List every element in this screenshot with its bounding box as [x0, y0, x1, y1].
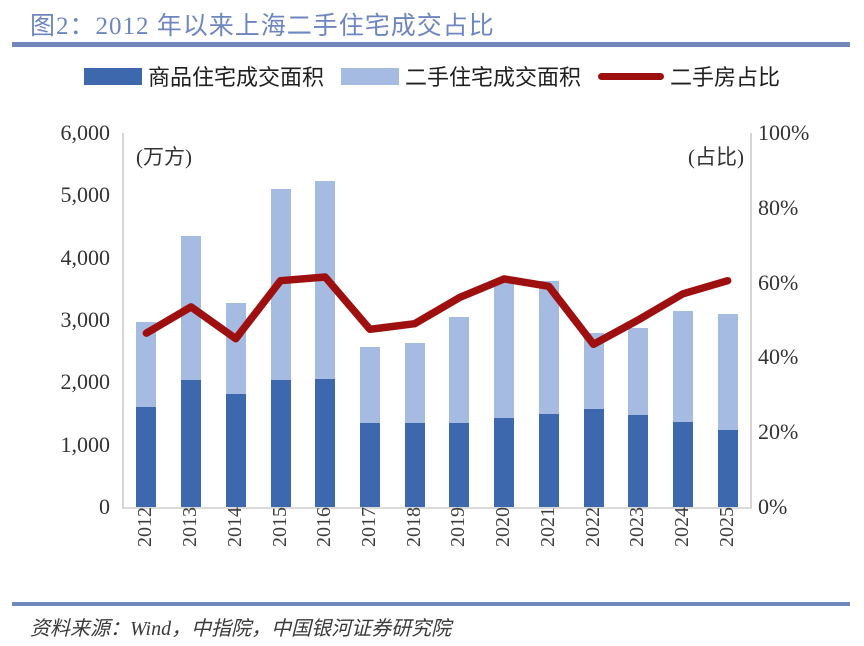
x-axis-tick-2013: 2013	[179, 507, 202, 547]
secondhand-bar-segment	[717, 314, 738, 430]
bar-column-2024	[672, 311, 693, 507]
newhome-bar-segment	[270, 379, 291, 507]
left-axis-tick: 5,000	[60, 182, 111, 208]
top-divider-rule	[12, 42, 850, 47]
newhome-bar-segment	[404, 423, 425, 507]
x-axis-tick-2021: 2021	[536, 507, 559, 547]
newhome-bar-segment	[359, 422, 380, 507]
legend-item-0: 商品住宅成交面积	[83, 60, 324, 92]
legend-label: 商品住宅成交面积	[147, 65, 324, 90]
newhome-bar-segment	[628, 415, 649, 507]
x-axis-tick-2012: 2012	[134, 507, 157, 547]
legend-label: 二手住宅成交面积	[404, 65, 581, 90]
bar-column-2016	[315, 181, 336, 507]
left-axis-tick: 3,000	[60, 307, 111, 332]
right-axis-tick: 100%	[758, 120, 810, 145]
x-axis-tick-2017: 2017	[357, 507, 380, 547]
secondhand-bar-segment	[583, 333, 604, 409]
newhome-bar-segment	[449, 422, 470, 507]
right-axis-tick: 0%	[758, 494, 788, 519]
legend-bar-swatch	[340, 67, 399, 85]
right-axis-tick: 20%	[758, 419, 799, 445]
left-axis-tick: 0	[99, 494, 110, 519]
bar-column-2020	[494, 279, 515, 507]
secondhand-bar-segment	[538, 280, 559, 414]
ratio-line-layer	[142, 273, 732, 349]
secondhand-bar-segment	[494, 279, 515, 418]
left-axis-tick: 1,000	[60, 431, 111, 457]
secondhand-bar-segment	[359, 346, 380, 423]
secondhand-bar-segment	[270, 189, 291, 380]
right-axis-tick: 80%	[758, 194, 799, 220]
secondhand-bar-segment	[181, 236, 202, 381]
newhome-bar-segment	[538, 413, 559, 507]
legend-bar-swatch	[83, 67, 142, 85]
bar-column-2023	[628, 328, 649, 507]
bar-column-2018	[404, 343, 425, 507]
legend-item-1: 二手住宅成交面积	[340, 60, 581, 92]
bar-column-2022	[583, 333, 604, 507]
legend-label: 二手房占比	[670, 65, 781, 90]
legend-item-2: 二手房占比	[598, 60, 780, 92]
secondhand-bar-segment	[136, 321, 157, 408]
right-axis-tick: 40%	[758, 344, 799, 370]
x-axis-tick-2016: 2016	[313, 507, 336, 547]
bar-column-2021	[538, 280, 559, 507]
secondhand-bar-segment	[449, 316, 470, 423]
left-axis-tick: 2,000	[60, 369, 111, 395]
newhome-bar-segment	[583, 408, 604, 507]
newhome-bar-segment	[717, 429, 738, 507]
x-axis-tick-2025: 2025	[715, 507, 738, 547]
x-axis-tick-2015: 2015	[268, 507, 291, 547]
x-axis-tick-2020: 2020	[492, 507, 515, 547]
x-axis-tick-2023: 2023	[626, 507, 649, 547]
left-axis-tick: 4,000	[60, 244, 111, 270]
right-axis-tick: 60%	[758, 269, 799, 295]
secondhand-bar-segment	[404, 343, 425, 424]
bar-column-2017	[359, 346, 380, 507]
newhome-bar-segment	[315, 379, 336, 507]
bar-column-2019	[449, 316, 470, 507]
secondhand-bar-segment	[315, 181, 336, 380]
source-note: 资料来源：Wind，中指院，中国银河证券研究院	[30, 618, 452, 640]
chart-title: 图2：2012 年以来上海二手住宅成交占比	[30, 13, 495, 40]
newhome-bar-segment	[672, 422, 693, 507]
x-axis-tick-2019: 2019	[447, 507, 470, 547]
bar-column-2025	[717, 314, 738, 507]
bar-column-2014	[225, 303, 246, 507]
bottom-divider-rule	[12, 602, 850, 606]
secondhand-bar-segment	[672, 311, 693, 423]
x-axis-tick-2024: 2024	[670, 507, 693, 547]
newhome-bar-segment	[225, 394, 246, 507]
legend-line-swatch	[598, 72, 664, 80]
secondhand-bar-segment	[628, 328, 649, 416]
legend: 商品住宅成交面积 二手住宅成交面积 二手房占比	[0, 60, 864, 92]
secondhand-bar-segment	[225, 303, 246, 395]
newhome-bar-segment	[494, 417, 515, 507]
bar-column-2012	[136, 321, 157, 507]
plot-area: (万方) (占比)	[122, 133, 752, 509]
x-axis-tick-2014: 2014	[223, 507, 246, 547]
bar-column-2013	[181, 236, 202, 507]
bar-column-2015	[270, 189, 291, 507]
x-axis-tick-2022: 2022	[581, 507, 604, 547]
x-axis-tick-2018: 2018	[402, 507, 425, 547]
left-axis-tick: 6,000	[60, 120, 111, 145]
left-axis-unit-label: (万方)	[136, 145, 192, 169]
newhome-bar-segment	[136, 407, 157, 507]
right-axis-unit-label: (占比)	[688, 145, 744, 169]
newhome-bar-segment	[181, 380, 202, 507]
